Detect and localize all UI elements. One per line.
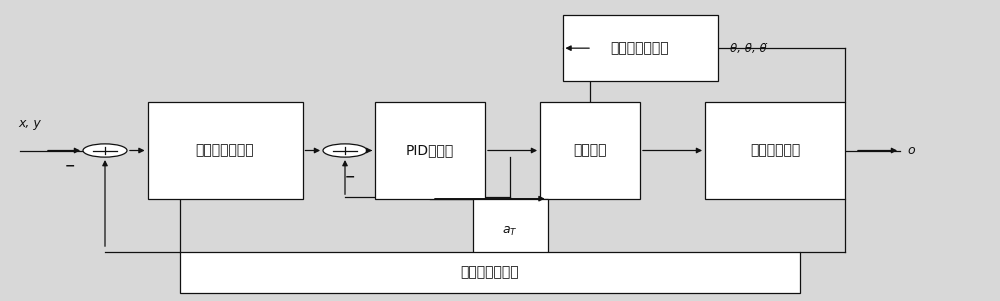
Circle shape	[83, 144, 127, 157]
Text: 运动学正解模型: 运动学正解模型	[461, 265, 519, 279]
Text: −: −	[64, 159, 75, 172]
Bar	[473, 199, 548, 265]
Bar	[148, 102, 302, 199]
Bar	[375, 102, 485, 199]
Bar	[705, 102, 845, 199]
Text: 动力学逆解模型: 动力学逆解模型	[611, 41, 669, 55]
Text: 运动学逆解模型: 运动学逆解模型	[196, 144, 254, 157]
Circle shape	[323, 144, 367, 157]
Text: o: o	[907, 144, 915, 157]
Text: −: −	[345, 171, 355, 184]
Text: 伺服电机: 伺服电机	[573, 144, 607, 157]
Text: $a_T$: $a_T$	[502, 225, 518, 238]
Bar	[540, 102, 640, 199]
Text: x, y: x, y	[18, 117, 41, 130]
Bar	[180, 252, 800, 293]
Text: 钵苗移栽机构: 钵苗移栽机构	[750, 144, 800, 157]
Bar	[562, 15, 718, 81]
Text: θ, θ̇, θ̈: θ, θ̇, θ̈	[730, 42, 766, 55]
Text: PID控制器: PID控制器	[406, 144, 454, 157]
